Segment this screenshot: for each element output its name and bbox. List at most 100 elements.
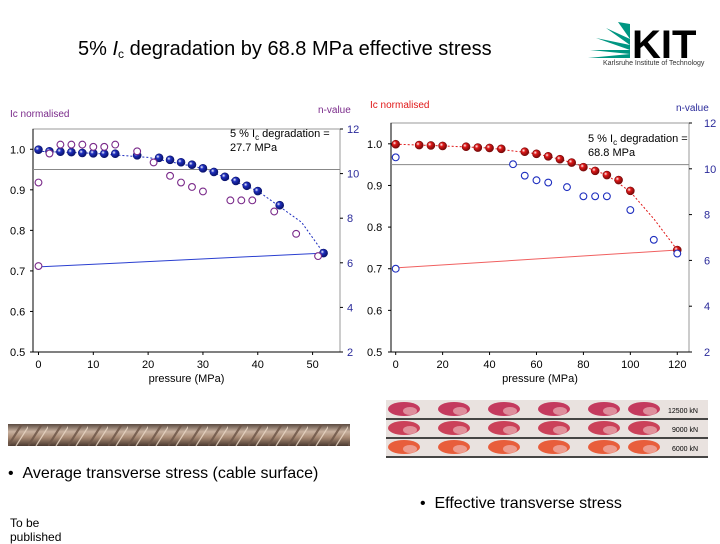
y-tick-label: 0.6 xyxy=(10,306,25,318)
n-value-point xyxy=(591,192,600,201)
ic-point xyxy=(626,186,635,196)
x-tick-label: 20 xyxy=(142,359,154,371)
title-symbol: I xyxy=(112,38,119,60)
bullet-text: Effective transverse stress xyxy=(434,495,622,512)
annotation-line2: 27.7 MPa xyxy=(230,142,278,154)
pressure-imprint-light xyxy=(403,407,417,415)
n-value-point xyxy=(198,187,207,196)
n-value-point xyxy=(248,196,257,205)
y-tick-label: 0.5 xyxy=(10,347,25,359)
ic-point xyxy=(67,147,76,157)
ic-point xyxy=(614,175,623,185)
pressure-imprint-light xyxy=(403,445,417,453)
y-tick-label: 0.7 xyxy=(367,264,382,276)
ic-point xyxy=(253,186,263,196)
pressure-imprint-light xyxy=(453,426,467,434)
pressure-imprint-light xyxy=(503,426,517,434)
n-value-point xyxy=(602,192,611,201)
y2-tick-label: 6 xyxy=(704,255,710,267)
n-value-point xyxy=(226,196,235,205)
n-value-point xyxy=(391,153,400,162)
ic-point xyxy=(187,160,197,169)
ic-point xyxy=(567,158,576,167)
pressure-imprint-light xyxy=(643,426,657,434)
n-value-point xyxy=(649,235,658,244)
n-value-point xyxy=(188,183,196,191)
n-value-point xyxy=(626,206,635,214)
n-value-point xyxy=(673,249,682,258)
pressure-imprint-light xyxy=(453,407,467,415)
logo-ray xyxy=(590,50,630,54)
logo-ray xyxy=(618,22,630,39)
ic-point xyxy=(496,144,506,154)
ic-point xyxy=(220,172,230,182)
film-label-12500: 12500 kN xyxy=(668,408,698,415)
n-value-point xyxy=(509,160,517,169)
ic-point xyxy=(391,139,400,149)
x-tick-label: 120 xyxy=(668,359,686,371)
n-value-point xyxy=(45,149,54,158)
title-subscript: c xyxy=(118,47,125,61)
annotation-line1: 5 % Ic degradation = xyxy=(230,128,330,142)
n-value-point xyxy=(67,140,76,149)
pressure-imprint-light xyxy=(553,426,567,434)
n-value-point xyxy=(149,158,158,167)
y-tick-label: 0.8 xyxy=(367,222,382,234)
bullet-effective-stress: • Effective transverse stress xyxy=(420,495,622,512)
ic-point xyxy=(165,155,175,165)
bullet-average-stress: • Average transverse stress (cable surfa… xyxy=(8,465,319,482)
x-tick-label: 0 xyxy=(35,359,41,371)
ic-point xyxy=(99,149,109,159)
ic-point xyxy=(78,148,87,158)
n-value-point xyxy=(532,176,541,185)
y-axis-label: Ic normalised xyxy=(370,100,429,111)
y-tick-label: 0.5 xyxy=(367,347,382,359)
ic-point xyxy=(532,149,541,159)
title-prefix: 5% xyxy=(78,38,113,60)
ic-point xyxy=(520,147,530,157)
y2-tick-label: 4 xyxy=(347,302,353,314)
x-tick-label: 60 xyxy=(530,359,542,371)
ic-point xyxy=(242,181,252,191)
ic-point xyxy=(154,153,164,163)
logo-text: KIT xyxy=(632,23,696,67)
ic-point xyxy=(461,142,471,152)
ic-point xyxy=(209,167,219,177)
ic-fit-line xyxy=(395,143,678,251)
ic-point xyxy=(602,170,612,180)
y2-axis-label: n-value xyxy=(318,105,351,116)
y-tick-label: 0.9 xyxy=(367,180,382,192)
pressure-film-photo: 12500 kN 9000 kN 6000 kN xyxy=(386,400,708,458)
ic-point xyxy=(56,147,65,157)
ic-point xyxy=(275,200,284,210)
y2-tick-label: 8 xyxy=(704,210,710,222)
y2-tick-label: 2 xyxy=(347,347,353,359)
n-value-point xyxy=(166,171,175,180)
kit-logo: KIT xyxy=(588,22,696,67)
y-tick-label: 1.0 xyxy=(10,144,25,156)
ic-point xyxy=(438,141,447,151)
pressure-imprint-light xyxy=(553,407,567,415)
title-suffix: degradation by 68.8 MPa effective stress xyxy=(124,38,492,60)
pressure-imprint-light xyxy=(403,426,417,434)
pressure-imprint-light xyxy=(643,445,657,453)
pressure-imprint-light xyxy=(503,407,517,415)
n-value-point xyxy=(314,252,323,261)
film-label-9000: 9000 kN xyxy=(672,427,698,434)
ic-point xyxy=(473,143,483,152)
x-tick-label: 0 xyxy=(393,359,399,371)
n-value-point xyxy=(520,171,529,180)
y-tick-label: 1.0 xyxy=(367,139,382,151)
y2-tick-label: 2 xyxy=(704,347,710,359)
left-chart: 0.5 0.6 0.7 0.8 0.9 1.0 2 4 6 8 10 12 0 10 20 30 40 50 pre… xyxy=(10,105,359,385)
ic-point xyxy=(110,149,120,159)
n-value-point xyxy=(579,192,588,201)
annotation-line1: 5 % Ic degradation = xyxy=(588,133,688,147)
y-axis-label: Ic normalised xyxy=(10,109,69,120)
x-tick-label: 10 xyxy=(87,359,99,371)
logo-ray xyxy=(596,38,630,50)
y2-axis-label: n-value xyxy=(676,103,709,114)
ic-point xyxy=(426,141,436,150)
x-tick-label: 100 xyxy=(621,359,639,371)
